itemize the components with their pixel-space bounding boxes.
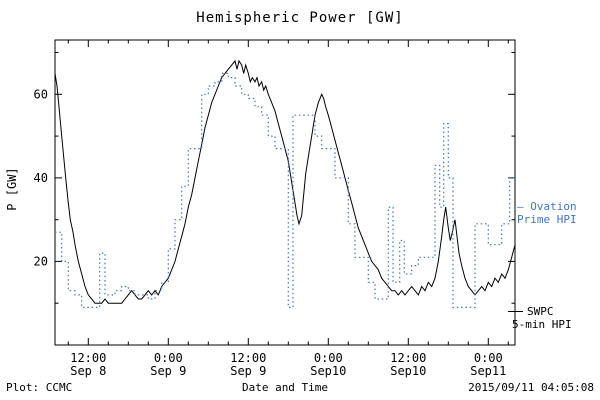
series-ovation-prime-hpi xyxy=(55,72,515,308)
x-tick-time-label: 0:00 xyxy=(154,351,183,365)
swpc-line-sample-icon xyxy=(508,311,523,312)
legend-swpc: SWPC 5-min HPI xyxy=(508,305,572,331)
series-swpc-5-min-hpi xyxy=(54,59,516,304)
timestamp-label: 2015/09/11 04:05:08 xyxy=(468,381,594,394)
x-tick-date-label: Sep 9 xyxy=(230,364,266,378)
x-tick-date-label: Sep10 xyxy=(390,364,426,378)
axes-frame xyxy=(54,39,516,346)
y-axis-label: P [GW] xyxy=(5,167,19,211)
x-tick-time-label: 12:00 xyxy=(230,351,266,365)
x-axis-label: Date and Time xyxy=(241,381,329,394)
legend-ovation: – Ovation Prime HPI xyxy=(517,200,577,226)
legend-ovation-line1: – Ovation xyxy=(517,200,577,213)
x-tick-time-label: 12:00 xyxy=(70,351,106,365)
x-tick-date-label: Sep 8 xyxy=(70,364,106,378)
y-tick-label: 20 xyxy=(34,254,48,268)
x-tick-time-label: 0:00 xyxy=(474,351,503,365)
x-tick-time-label: 0:00 xyxy=(314,351,343,365)
legend-ovation-line2: Prime HPI xyxy=(517,213,577,226)
legend-swpc-line2: 5-min HPI xyxy=(512,318,572,331)
y-tick-label: 40 xyxy=(34,171,48,185)
x-tick-date-label: Sep 9 xyxy=(150,364,186,378)
plot-source-label: Plot: CCMC xyxy=(6,381,73,394)
chart-title: Hemispheric Power [GW] xyxy=(196,10,404,26)
y-tick-label: 60 xyxy=(34,87,48,101)
x-tick-date-label: Sep11 xyxy=(470,364,506,378)
legend-swpc-line1: SWPC xyxy=(527,305,554,318)
x-tick-time-label: 12:00 xyxy=(390,351,426,365)
x-tick-date-label: Sep10 xyxy=(310,364,346,378)
